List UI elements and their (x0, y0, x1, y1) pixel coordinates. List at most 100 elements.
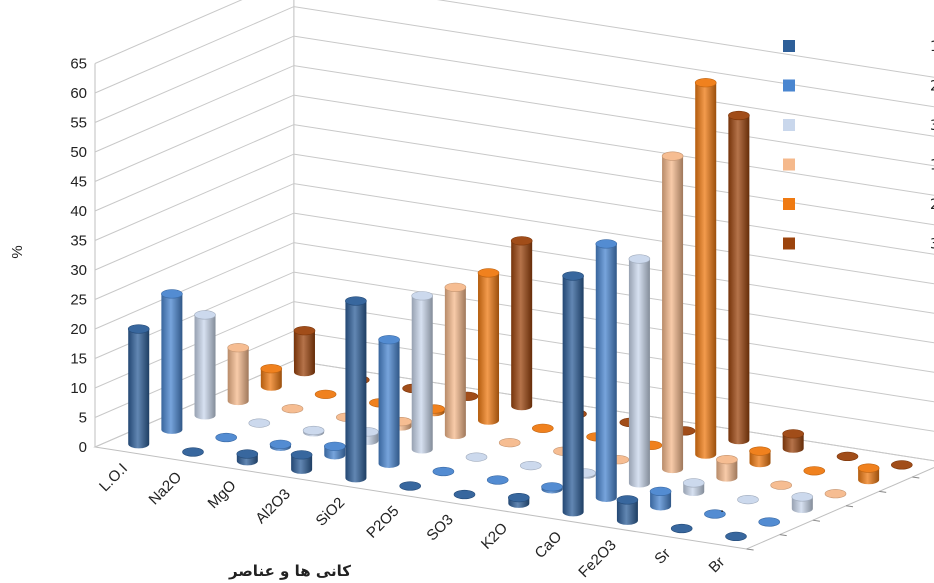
bar-top (824, 489, 847, 499)
y-axis-ticks: 0 5 10 15 20 25 30 35 40 45 50 55 60 65 (70, 56, 87, 457)
gridline (94, 35, 934, 137)
y-axis-title: % (9, 245, 26, 258)
bar (477, 268, 500, 425)
bar-top (378, 335, 400, 345)
bar (725, 531, 747, 542)
depth-tick (879, 490, 887, 493)
legend-label: ماسه های فسیل 3 (930, 118, 934, 134)
bar-body (411, 295, 433, 454)
bar (649, 486, 672, 511)
bar-top (444, 282, 467, 292)
bar-top (248, 418, 271, 428)
bar-top (465, 452, 488, 462)
y-tick-label: 20 (70, 321, 87, 338)
bar (182, 447, 204, 457)
bar-body (716, 459, 738, 482)
bar-top (182, 447, 204, 457)
bar-top (281, 404, 304, 414)
bar (541, 482, 563, 494)
y-tick-label: 30 (70, 262, 87, 279)
gridline (94, 183, 934, 285)
bar (507, 493, 530, 508)
bar-top (432, 466, 455, 477)
y-tick-label: 45 (70, 174, 87, 191)
gridline (94, 360, 934, 462)
bar (345, 296, 367, 483)
legend-swatch (783, 79, 795, 92)
bar-body (194, 314, 216, 420)
bar-body (562, 276, 584, 517)
bar-body (444, 287, 466, 440)
bar-top (161, 289, 183, 299)
x-tick-label: CaO (531, 528, 565, 562)
legend-label: ماسه های فسیل 2 (930, 79, 934, 95)
bar-body (128, 328, 150, 449)
bar-top (562, 271, 584, 281)
bar-body (782, 433, 804, 453)
bar-top (737, 495, 759, 505)
bar-top (507, 493, 530, 503)
bar-top (857, 463, 880, 473)
bar-top (194, 310, 216, 320)
bar-top (791, 492, 814, 502)
bar (486, 475, 509, 485)
legend-label: ماسه های روان 1 (930, 158, 934, 174)
bar (411, 291, 434, 454)
gridline (94, 65, 934, 167)
depth-tick (812, 519, 820, 522)
y-tick-label: 65 (70, 56, 87, 73)
bar-top (890, 460, 913, 470)
depth-tick (746, 548, 754, 551)
legend-label: ماسه های فسیل 1 (930, 39, 934, 55)
bar-top (758, 517, 781, 527)
x-tick-label: Al2O3 (252, 486, 294, 528)
bar-top (127, 324, 150, 334)
gridline (94, 6, 934, 108)
gridline (94, 94, 934, 196)
bar-body (378, 339, 400, 468)
bar (628, 254, 651, 488)
bar-top (836, 451, 859, 462)
legend-swatch (783, 198, 795, 210)
bars (127, 78, 913, 542)
legend-swatch (783, 40, 795, 52)
bar-body (291, 454, 313, 474)
y-tick-label: 60 (70, 85, 87, 102)
bar-top (728, 110, 750, 121)
bar (519, 461, 542, 471)
bar-top (477, 268, 500, 278)
bar-body (595, 243, 617, 502)
bar-top (649, 486, 672, 497)
bar (314, 389, 337, 399)
bar (215, 432, 237, 443)
bar-top (725, 531, 747, 542)
gridline (94, 153, 934, 255)
depth-tick (912, 476, 920, 479)
bar-top (345, 296, 367, 306)
bar (682, 478, 705, 497)
bar-top (498, 438, 521, 448)
x-tick-label: Br (706, 554, 729, 577)
bar (803, 466, 826, 476)
legend-label: ماسه های روان 3 (930, 237, 934, 253)
bar-top (782, 429, 805, 439)
bar-top (661, 151, 684, 161)
bar-top (616, 495, 639, 505)
bar (782, 429, 805, 453)
bar (531, 423, 554, 433)
x-axis-title: کانی ها و عناصر (228, 562, 351, 580)
y-tick-label: 5 (79, 410, 87, 427)
x-tick-label: MgO (205, 477, 240, 512)
gridline (94, 271, 934, 373)
bar (194, 310, 216, 420)
bar-body (478, 272, 500, 425)
bar (260, 364, 283, 391)
bar (661, 151, 684, 474)
gridline (94, 212, 934, 314)
bar-top (694, 78, 717, 88)
bar-top (323, 441, 346, 451)
bar-body (650, 491, 672, 511)
bar-body (161, 293, 183, 434)
bar (824, 489, 847, 499)
